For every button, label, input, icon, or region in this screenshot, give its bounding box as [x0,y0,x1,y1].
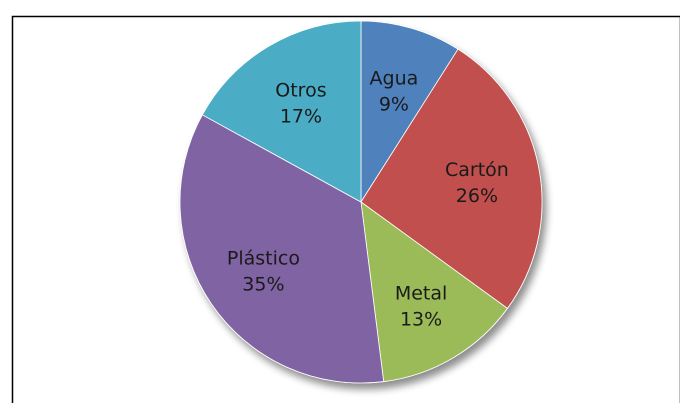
slice-percent-plastico: 35% [242,273,284,295]
slice-label-otros: Otros [275,79,326,101]
slice-label-plastico: Plástico [227,247,300,269]
slice-percent-otros: 17% [280,105,322,127]
slice-plastico [179,114,385,384]
slice-label-agua: Agua [370,68,419,90]
slice-percent-agua: 9% [379,94,409,116]
slice-metal [360,201,508,383]
pie [179,20,543,384]
slice-percent-carton: 26% [456,185,498,207]
slice-agua [360,20,459,204]
slice-carton [360,48,543,309]
slice-label-carton: Cartón [445,159,509,181]
slice-labels: Agua 9% Cartón 26% Metal 13% Plástico 35% Otros 1… [227,68,509,331]
slice-otros [201,20,362,203]
slice-percent-metal: 13% [400,309,442,331]
slice-label-metal: Metal [395,283,447,305]
